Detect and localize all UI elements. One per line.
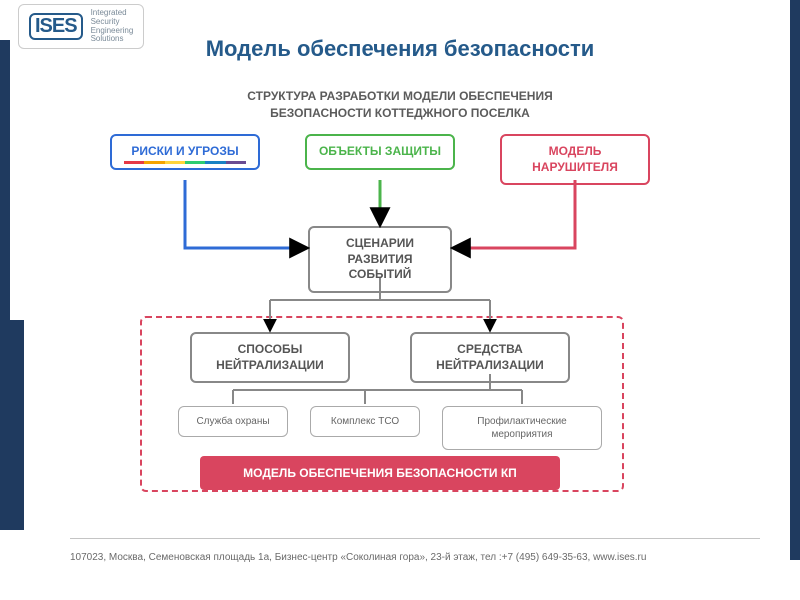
node-risks: РИСКИ И УГРОЗЫ bbox=[110, 134, 260, 170]
diagram-subtitle: СТРУКТУРА РАЗРАБОТКИ МОДЕЛИ ОБЕСПЕЧЕНИЯ … bbox=[0, 88, 800, 122]
node-scenarios: СЦЕНАРИИ РАЗВИТИЯ СОБЫТИЙ bbox=[308, 226, 452, 293]
node-guard-service: Служба охраны bbox=[178, 406, 288, 437]
node-intruder: МОДЕЛЬ НАРУШИТЕЛЯ bbox=[500, 134, 650, 185]
slide-title: Модель обеспечения безопасности bbox=[0, 36, 800, 62]
node-tso-complex: Комплекс ТСО bbox=[310, 406, 420, 437]
flowchart: РИСКИ И УГРОЗЫ ОБЪЕКТЫ ЗАЩИТЫ МОДЕЛЬ НАР… bbox=[100, 130, 660, 510]
slide-page: ISES Integrated Security Engineering Sol… bbox=[0, 0, 800, 600]
node-neutral-ways: СПОСОБЫ НЕЙТРАЛИЗАЦИИ bbox=[190, 332, 350, 383]
deco-right-bar bbox=[790, 0, 800, 560]
node-model-kp: МОДЕЛЬ ОБЕСПЕЧЕНИЯ БЕЗОПАСНОСТИ КП bbox=[200, 456, 560, 490]
footer-text: 107023, Москва, Семеновская площадь 1а, … bbox=[70, 552, 760, 563]
node-neutral-means: СРЕДСТВА НЕЙТРАЛИЗАЦИИ bbox=[410, 332, 570, 383]
node-objects: ОБЪЕКТЫ ЗАЩИТЫ bbox=[305, 134, 455, 170]
rainbow-bar bbox=[124, 161, 246, 164]
footer-divider bbox=[70, 538, 760, 539]
deco-left-block bbox=[0, 320, 24, 530]
node-prevention: Профилактические мероприятия bbox=[442, 406, 602, 450]
